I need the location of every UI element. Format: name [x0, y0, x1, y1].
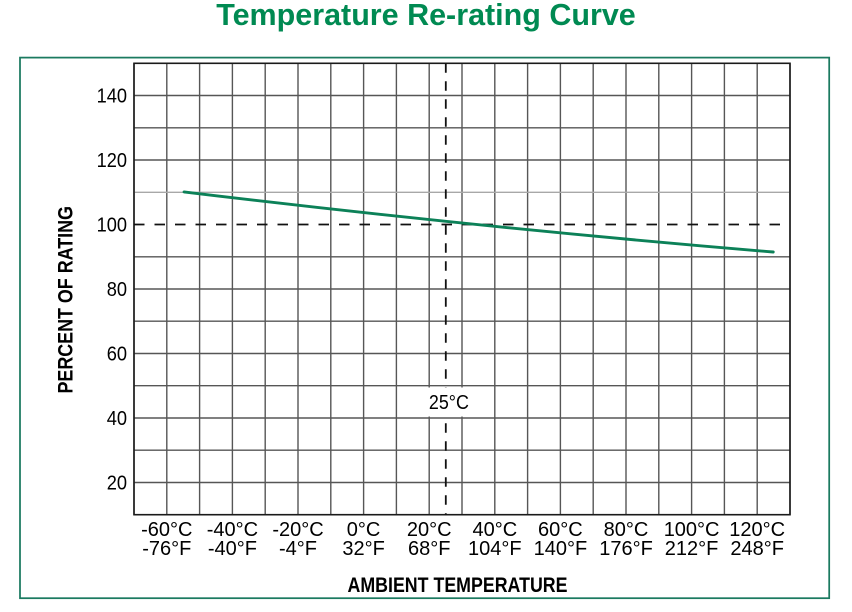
svg-text:32°F: 32°F: [342, 538, 384, 560]
svg-text:68°F: 68°F: [408, 538, 450, 560]
svg-text:212°F: 212°F: [665, 538, 719, 560]
svg-text:20: 20: [107, 472, 127, 494]
svg-text:25°C: 25°C: [429, 392, 469, 414]
svg-text:40°C: 40°C: [472, 519, 517, 541]
svg-text:-4°F: -4°F: [279, 538, 317, 560]
svg-text:-40°F: -40°F: [208, 538, 257, 560]
svg-text:40: 40: [107, 408, 127, 430]
svg-text:60°C: 60°C: [538, 519, 583, 541]
svg-text:248°F: 248°F: [730, 538, 784, 560]
svg-text:AMBIENT TEMPERATURE: AMBIENT TEMPERATURE: [348, 574, 568, 597]
svg-text:80: 80: [107, 279, 127, 301]
svg-text:-76°F: -76°F: [142, 538, 191, 560]
svg-text:0°C: 0°C: [347, 519, 381, 541]
svg-text:-60°C: -60°C: [141, 519, 192, 541]
svg-text:60: 60: [107, 343, 127, 365]
svg-text:20°C: 20°C: [407, 519, 452, 541]
svg-text:120: 120: [97, 150, 127, 172]
svg-text:104°F: 104°F: [468, 538, 522, 560]
svg-text:120°C: 120°C: [729, 519, 785, 541]
svg-text:Temperature Re-rating Curve: Temperature Re-rating Curve: [216, 0, 636, 32]
svg-text:-40°C: -40°C: [207, 519, 258, 541]
svg-text:100: 100: [97, 214, 127, 236]
svg-text:140°F: 140°F: [534, 538, 588, 560]
svg-text:176°F: 176°F: [599, 538, 653, 560]
svg-text:PERCENT OF RATING: PERCENT OF RATING: [53, 206, 77, 394]
svg-text:140: 140: [97, 85, 127, 107]
svg-text:-20°C: -20°C: [272, 519, 323, 541]
svg-text:100°C: 100°C: [664, 519, 720, 541]
svg-text:80°C: 80°C: [604, 519, 649, 541]
